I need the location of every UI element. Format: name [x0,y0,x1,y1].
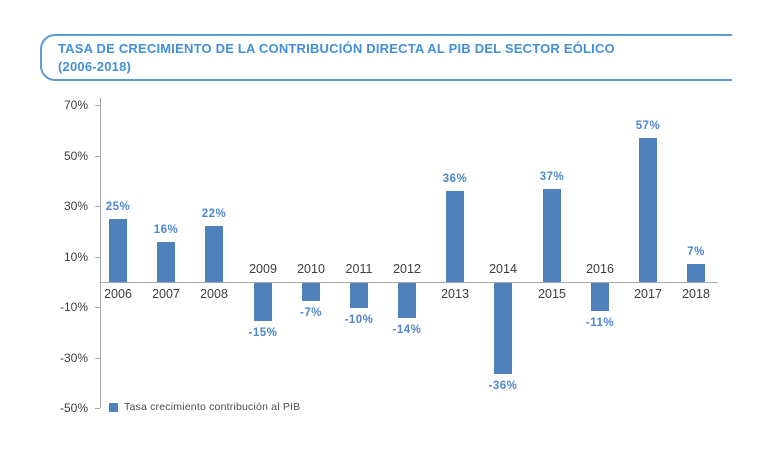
y-axis-tick [95,105,100,106]
year-label-2006: 2006 [104,287,132,301]
year-label-2010: 2010 [297,262,325,276]
y-axis-tick [95,156,100,157]
y-axis-tick [95,358,100,359]
y-axis-tick-label: 50% [63,149,88,163]
year-label-2008: 2008 [200,287,228,301]
value-label-2010: -7% [300,307,322,319]
value-label-2009: -15% [248,327,278,339]
bar-2017 [639,138,657,282]
legend: Tasa crecimiento contribución al PIB [109,401,300,413]
year-label-2017: 2017 [634,287,662,301]
bar-2013 [446,191,464,282]
value-label-2016: -11% [585,317,615,329]
year-label-2014: 2014 [489,262,517,276]
value-label-2008: 22% [201,208,227,220]
bar-2018 [687,264,705,282]
y-axis-tick-label: -30% [59,351,88,365]
year-label-2012: 2012 [393,262,421,276]
bar-2006 [109,219,127,282]
value-label-2015: 37% [539,171,565,183]
legend-label: Tasa crecimiento contribución al PIB [124,401,301,413]
value-label-2012: -14% [392,324,422,336]
value-label-2018: 7% [687,246,705,258]
legend-swatch [109,402,118,412]
year-label-2009: 2009 [249,262,277,276]
y-axis-tick [95,206,100,207]
y-axis-tick-label: 30% [63,199,88,213]
value-label-2011: -10% [344,314,374,326]
y-axis-tick [95,307,100,308]
value-label-2017: 57% [635,120,661,132]
bar-2015 [543,189,561,282]
year-label-2011: 2011 [345,262,373,276]
year-label-2018: 2018 [682,287,710,301]
y-axis-tick [95,257,100,258]
bar-2016 [591,283,609,311]
x-axis-baseline [100,282,718,283]
y-axis-tick [95,408,100,409]
bar-2010 [302,283,320,301]
bar-2009 [254,283,272,321]
value-label-2013: 36% [442,173,468,185]
y-axis-tick-label: -50% [59,401,88,415]
year-label-2007: 2007 [152,287,180,301]
year-label-2013: 2013 [441,287,469,301]
y-axis-tick-label: 10% [63,250,88,264]
bar-2012 [398,283,416,318]
bar-2008 [205,226,223,282]
value-label-2014: -36% [488,380,518,392]
y-axis-tick-label: 70% [63,98,88,112]
value-label-2006: 25% [105,201,131,213]
year-label-2016: 2016 [586,262,614,276]
bar-2011 [350,283,368,308]
value-label-2007: 16% [153,224,179,236]
title-box: TASA DE CRECIMIENTO DE LA CONTRIBUCIÓN D… [40,34,732,81]
y-axis-line [100,98,101,408]
bar-2007 [157,242,175,282]
bar-2014 [494,283,512,374]
year-label-2015: 2015 [538,287,566,301]
chart-title: TASA DE CRECIMIENTO DE LA CONTRIBUCIÓN D… [58,41,615,56]
y-axis-tick-label: -10% [59,300,88,314]
chart-title-years: (2006-2018) [58,59,132,74]
